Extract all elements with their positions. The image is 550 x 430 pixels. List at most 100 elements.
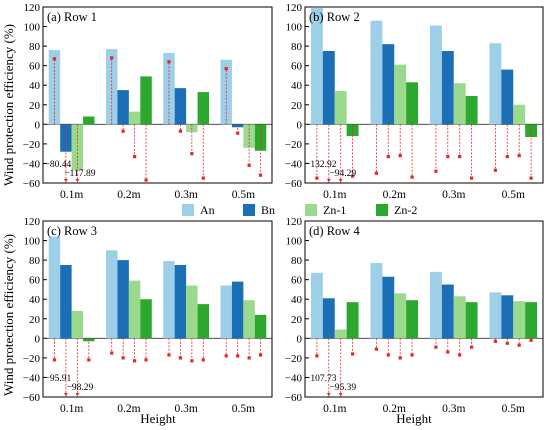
annotation-value: −80.44 <box>45 160 72 170</box>
legend-label-zn1: Zn-1 <box>323 203 346 217</box>
bar-bn-0.2m <box>117 260 129 339</box>
y-tick-label: 40 <box>29 80 41 92</box>
bar-bn-0.2m <box>382 276 395 339</box>
legend-label-bn: Bn <box>261 203 275 217</box>
legend-swatch-bn <box>243 204 255 216</box>
marker-offscale-arrow <box>63 179 68 182</box>
marker-point <box>374 171 378 175</box>
x-tick-label: 0.1m <box>60 403 83 415</box>
marker-point <box>236 354 240 358</box>
marker-point <box>505 341 509 345</box>
bar-an-0.5m <box>220 285 232 339</box>
bar-bn-0.3m <box>174 88 187 125</box>
chart-panel-4: −60 −40 −20 0 20 40 60 80 100 120 −107.73−95.39 0.1… <box>285 216 544 415</box>
bar-an-0.2m <box>370 20 383 125</box>
legend-swatch-zn1 <box>305 204 317 216</box>
bar-zn-2-0.1m <box>346 302 359 339</box>
marker-point <box>434 345 438 349</box>
panel-title: (d) Row 4 <box>309 224 360 238</box>
marker-point <box>398 356 402 360</box>
annotation-value: −95.91 <box>45 374 72 384</box>
marker-point <box>133 155 137 159</box>
y-tick-label: 0 <box>35 119 41 131</box>
marker-point <box>386 353 390 357</box>
x-tick-label: 0.5m <box>232 403 255 415</box>
marker-point <box>121 356 125 360</box>
marker-point <box>517 154 521 158</box>
bar-bn-0.3m <box>441 284 454 339</box>
marker-offscale-arrow <box>326 179 331 182</box>
annotation-value: −98.29 <box>67 383 94 393</box>
y-tick-label: 80 <box>29 255 41 267</box>
bar-zn-2-0.2m <box>406 300 419 339</box>
marker-point <box>351 352 355 356</box>
marker-point <box>258 173 263 177</box>
marker-point <box>133 359 137 363</box>
y-tick-label: 20 <box>29 100 41 112</box>
marker-point <box>458 353 462 357</box>
x-axis-label-left: Height <box>140 411 176 426</box>
y-tick-label: 40 <box>291 294 303 306</box>
bar-zn-2-0.5m <box>525 302 538 339</box>
marker-point <box>190 152 194 156</box>
bar-bn-0.3m <box>174 265 187 339</box>
y-tick-label: −20 <box>23 353 41 365</box>
bar-an-0.5m <box>489 292 502 339</box>
y-tick-label: −20 <box>23 139 41 151</box>
x-tick-label: 0.5m <box>232 189 255 201</box>
plot-frame <box>304 6 544 184</box>
plot-frame <box>42 220 273 398</box>
plot-frame <box>42 6 273 184</box>
bar-bn-0.1m <box>60 265 72 339</box>
x-axis-label-right: Height <box>396 411 432 426</box>
bar-bn-0.1m <box>60 124 72 152</box>
y-tick-label: 120 <box>24 2 41 14</box>
annotation-value: −132.92 <box>305 160 337 170</box>
bar-zn-2-0.3m <box>197 92 210 125</box>
bar-bn-0.5m <box>231 281 244 339</box>
legend-swatch-zn2 <box>376 204 388 216</box>
y-tick-label: 100 <box>24 22 41 34</box>
bar-bn-0.2m <box>117 90 129 125</box>
bar-an-0.1m <box>48 236 61 339</box>
bar-zn-1-0.1m <box>334 91 347 125</box>
marker-point <box>517 343 521 347</box>
y-tick-label: 100 <box>286 22 303 34</box>
bar-zn-2-0.5m <box>254 124 267 151</box>
marker-point <box>167 353 171 357</box>
bar-zn-2-0.1m <box>346 124 359 137</box>
bar-zn-2-0.3m <box>197 304 210 339</box>
bar-an-0.2m <box>105 250 118 339</box>
x-tick-label: 0.2m <box>383 403 406 415</box>
y-tick-label: −40 <box>23 158 41 170</box>
marker-point <box>190 359 194 363</box>
marker-point <box>167 60 171 64</box>
y-axis-label-bottom: Wind protection efficiency (%) <box>1 234 16 396</box>
bar-zn-1-0.2m <box>394 64 407 125</box>
marker-offscale-arrow <box>326 393 331 396</box>
marker-offscale-arrow <box>75 179 80 182</box>
bar-bn-0.1m <box>322 298 335 339</box>
marker-point <box>386 155 390 159</box>
x-tick-label: 0.2m <box>117 189 140 201</box>
y-tick-label: 80 <box>291 255 303 267</box>
marker-point <box>52 57 57 61</box>
bar-an-0.2m <box>105 49 118 125</box>
y-tick-label: 20 <box>29 314 41 326</box>
y-tick-label: 60 <box>29 61 41 73</box>
bar-zn-1-0.1m <box>334 329 347 339</box>
y-tick-label: 60 <box>291 275 303 287</box>
y-tick-label: 100 <box>24 236 41 248</box>
y-tick-label: −60 <box>285 178 303 190</box>
marker-point <box>446 155 450 159</box>
legend-label-zn2: Zn-2 <box>394 203 417 217</box>
marker-point <box>224 354 228 358</box>
bar-bn-0.5m <box>501 69 514 125</box>
y-tick-label: −40 <box>285 372 303 384</box>
marker-point <box>458 155 462 159</box>
marker-point <box>144 358 148 362</box>
bar-zn-2-0.3m <box>465 302 478 339</box>
annotation-value: −95.39 <box>329 383 356 393</box>
marker-point <box>493 339 497 343</box>
bar-bn-0.5m <box>501 295 514 339</box>
